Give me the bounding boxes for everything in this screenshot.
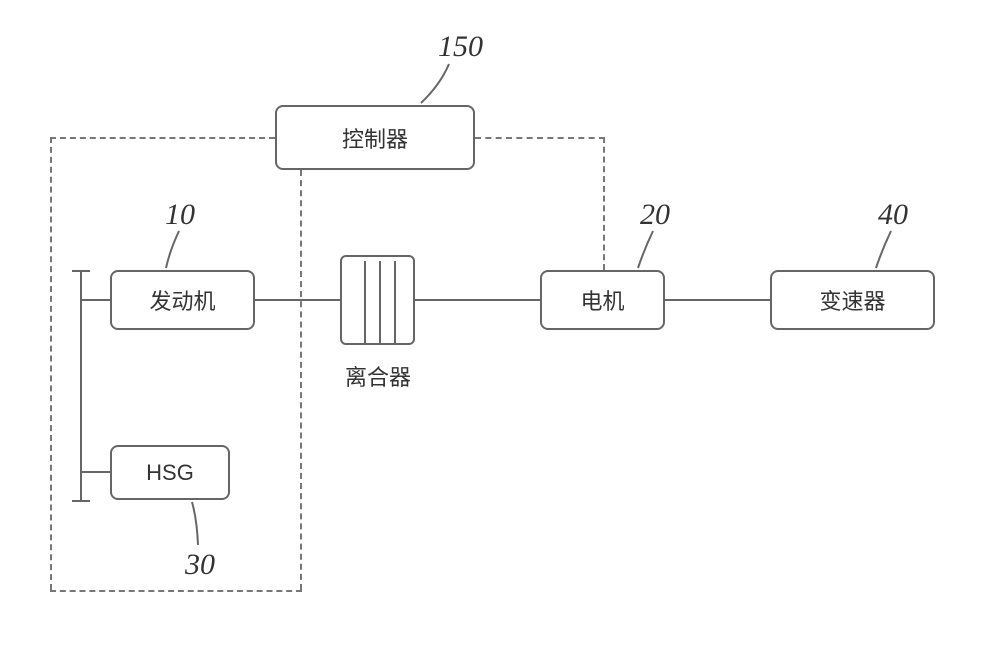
leader-lines bbox=[0, 0, 1000, 645]
block-diagram: 控制器 发动机 离合器 电机 变速器 HSG 150 10 20 40 30 bbox=[0, 0, 1000, 645]
